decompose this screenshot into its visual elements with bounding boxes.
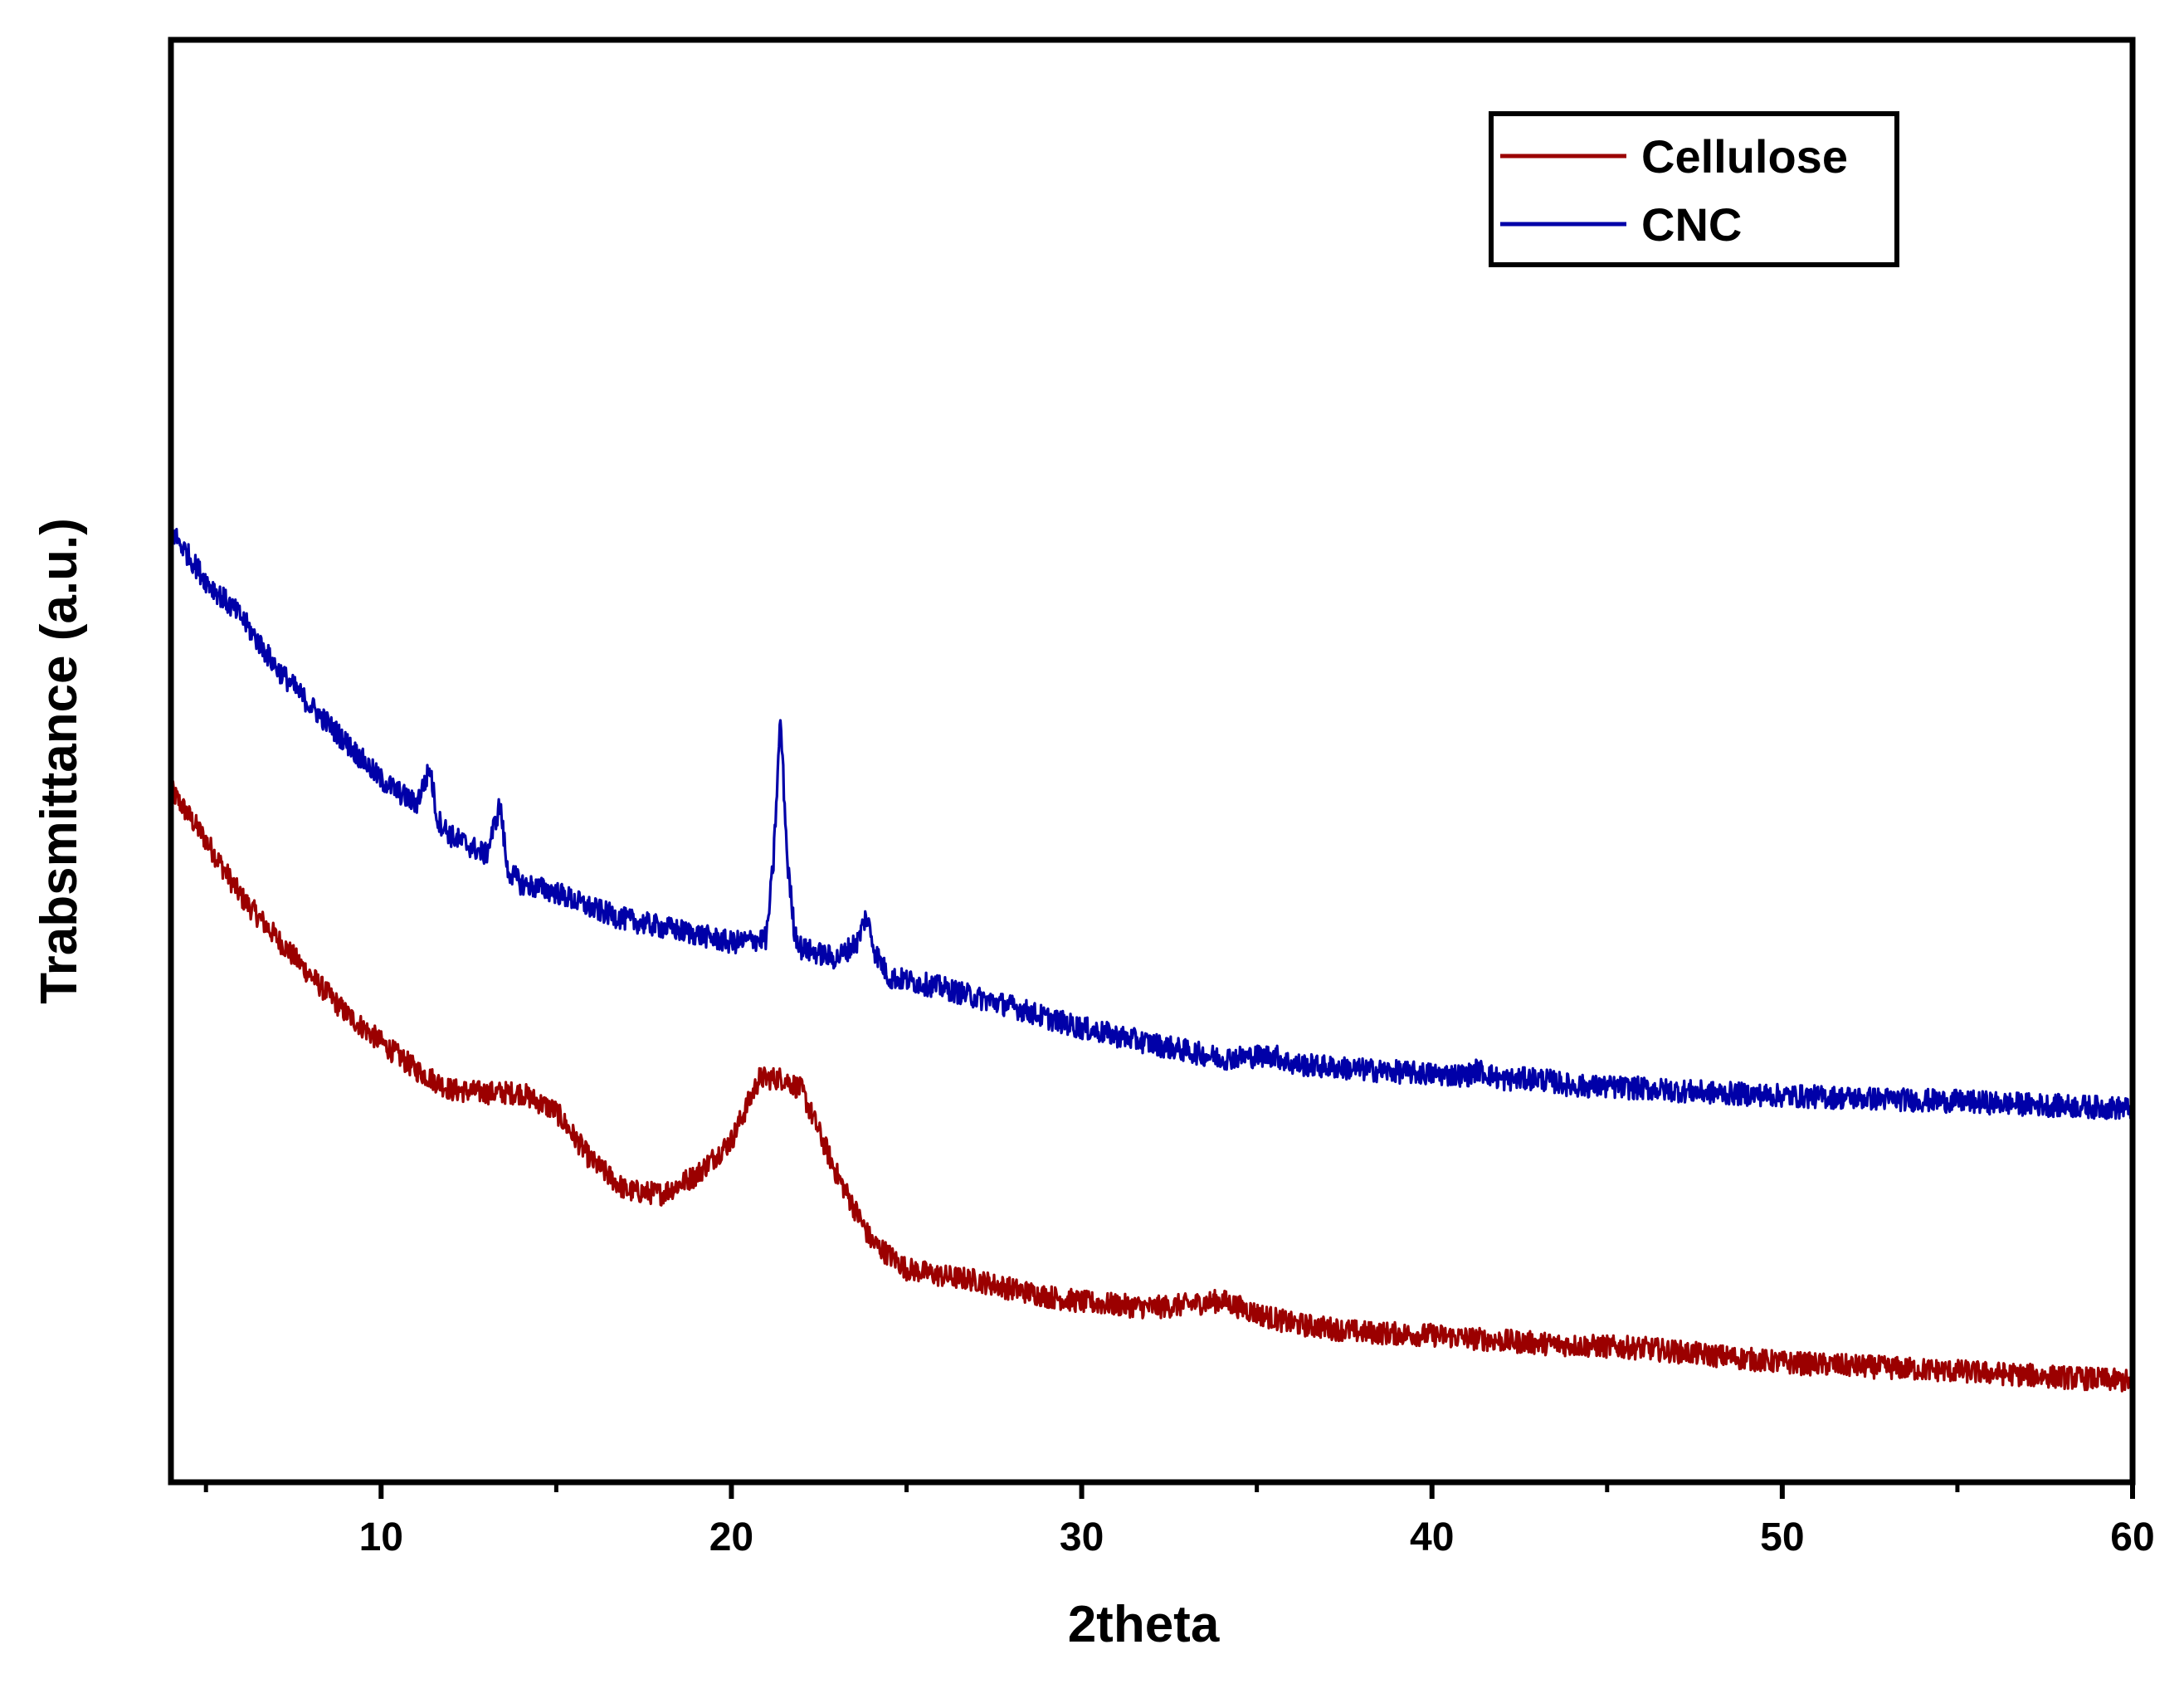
y-axis-title: Trabsmittance (a.u.)	[31, 518, 88, 1004]
plot-frame	[168, 37, 2136, 1486]
x-tick-label: 20	[709, 1515, 753, 1559]
x-axis-title: 2theta	[1068, 1596, 1220, 1653]
x-tick-label: 60	[2110, 1515, 2154, 1559]
legend: Cellulose CNC	[1489, 111, 1899, 267]
legend-label-cnc: CNC	[1641, 198, 1742, 251]
series-line-cellulose	[169, 780, 2134, 1393]
x-axis-ticks: 10 20 30 40 50 60	[203, 1482, 2155, 1559]
x-tick-label: 30	[1060, 1515, 1104, 1559]
x-tick-label: 40	[1410, 1515, 1454, 1559]
legend-box	[1489, 111, 1899, 267]
series-line-cnc	[169, 526, 2134, 1120]
series-layer	[169, 526, 2134, 1393]
legend-label-cellulose: Cellulose	[1641, 130, 1848, 183]
x-tick-label: 10	[359, 1515, 403, 1559]
x-tick-label: 50	[1760, 1515, 1804, 1559]
